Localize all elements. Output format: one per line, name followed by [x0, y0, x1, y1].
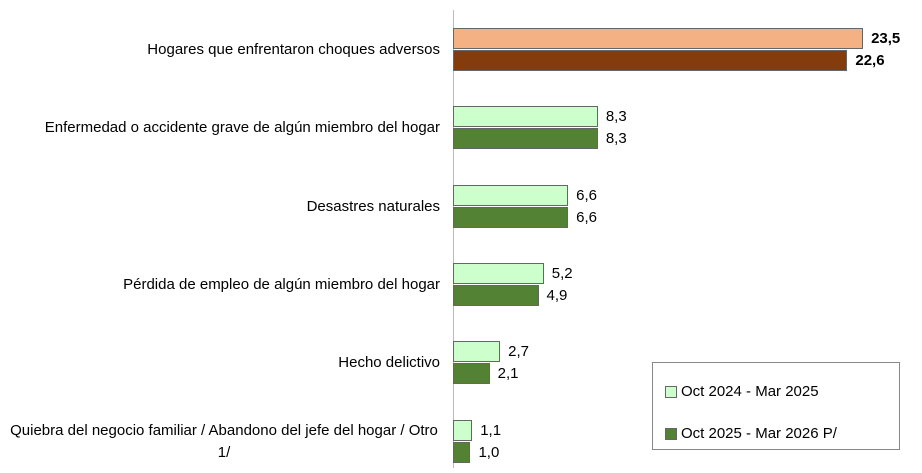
category-label: Pérdida de empleo de algún miembro del h…	[0, 255, 440, 315]
axis-line	[453, 10, 454, 468]
category-label: Hogares que enfrentaron choques adversos	[0, 20, 440, 80]
bar	[453, 106, 598, 128]
value-label: 8,3	[605, 108, 627, 126]
legend-swatch	[665, 386, 677, 398]
value-label: 1,1	[480, 421, 502, 439]
bar	[453, 284, 539, 306]
value-label: 2,7	[508, 343, 529, 361]
category-text: Pérdida de empleo de algún miembro del h…	[123, 275, 440, 293]
bar	[453, 128, 598, 150]
category-label: Quiebra del negocio familiar / Abandono …	[0, 412, 440, 472]
category-text: Quiebra del negocio familiar / Abandono …	[10, 421, 438, 461]
legend-label: Oct 2024 - Mar 2025	[681, 383, 819, 400]
bar	[453, 419, 473, 441]
bar	[453, 50, 848, 71]
legend-swatch	[665, 428, 677, 440]
bar	[453, 28, 864, 49]
value-label: 23,5	[871, 30, 901, 47]
category-label: Hecho delictivo	[0, 333, 440, 393]
category-text: Hecho delictivo	[338, 354, 440, 372]
category-label: Desastres naturales	[0, 177, 440, 237]
category-label: Enfermedad o accidente grave de algún mi…	[0, 98, 440, 158]
value-label: 6,6	[576, 208, 598, 226]
bar	[453, 441, 471, 463]
legend-label: Oct 2025 - Mar 2026 P/	[681, 425, 837, 442]
bar	[453, 363, 490, 385]
category-text: Hogares que enfrentaron choques adversos	[147, 41, 440, 58]
bar	[453, 341, 501, 363]
category-text: Desastres naturales	[306, 197, 440, 215]
bar	[453, 184, 569, 206]
value-label: 1,0	[478, 443, 500, 461]
value-label: 22,6	[855, 52, 885, 69]
value-label: 6,6	[576, 186, 598, 204]
value-label: 8,3	[605, 130, 627, 148]
value-label: 5,2	[551, 264, 573, 282]
category-text: Enfermedad o accidente grave de algún mi…	[44, 119, 440, 137]
bar	[453, 262, 544, 284]
value-label: 2,1	[497, 365, 519, 383]
value-label: 4,9	[546, 286, 568, 304]
bar	[453, 206, 569, 228]
legend: Oct 2024 - Mar 2025 Oct 2025 - Mar 2026 P…	[652, 362, 900, 450]
